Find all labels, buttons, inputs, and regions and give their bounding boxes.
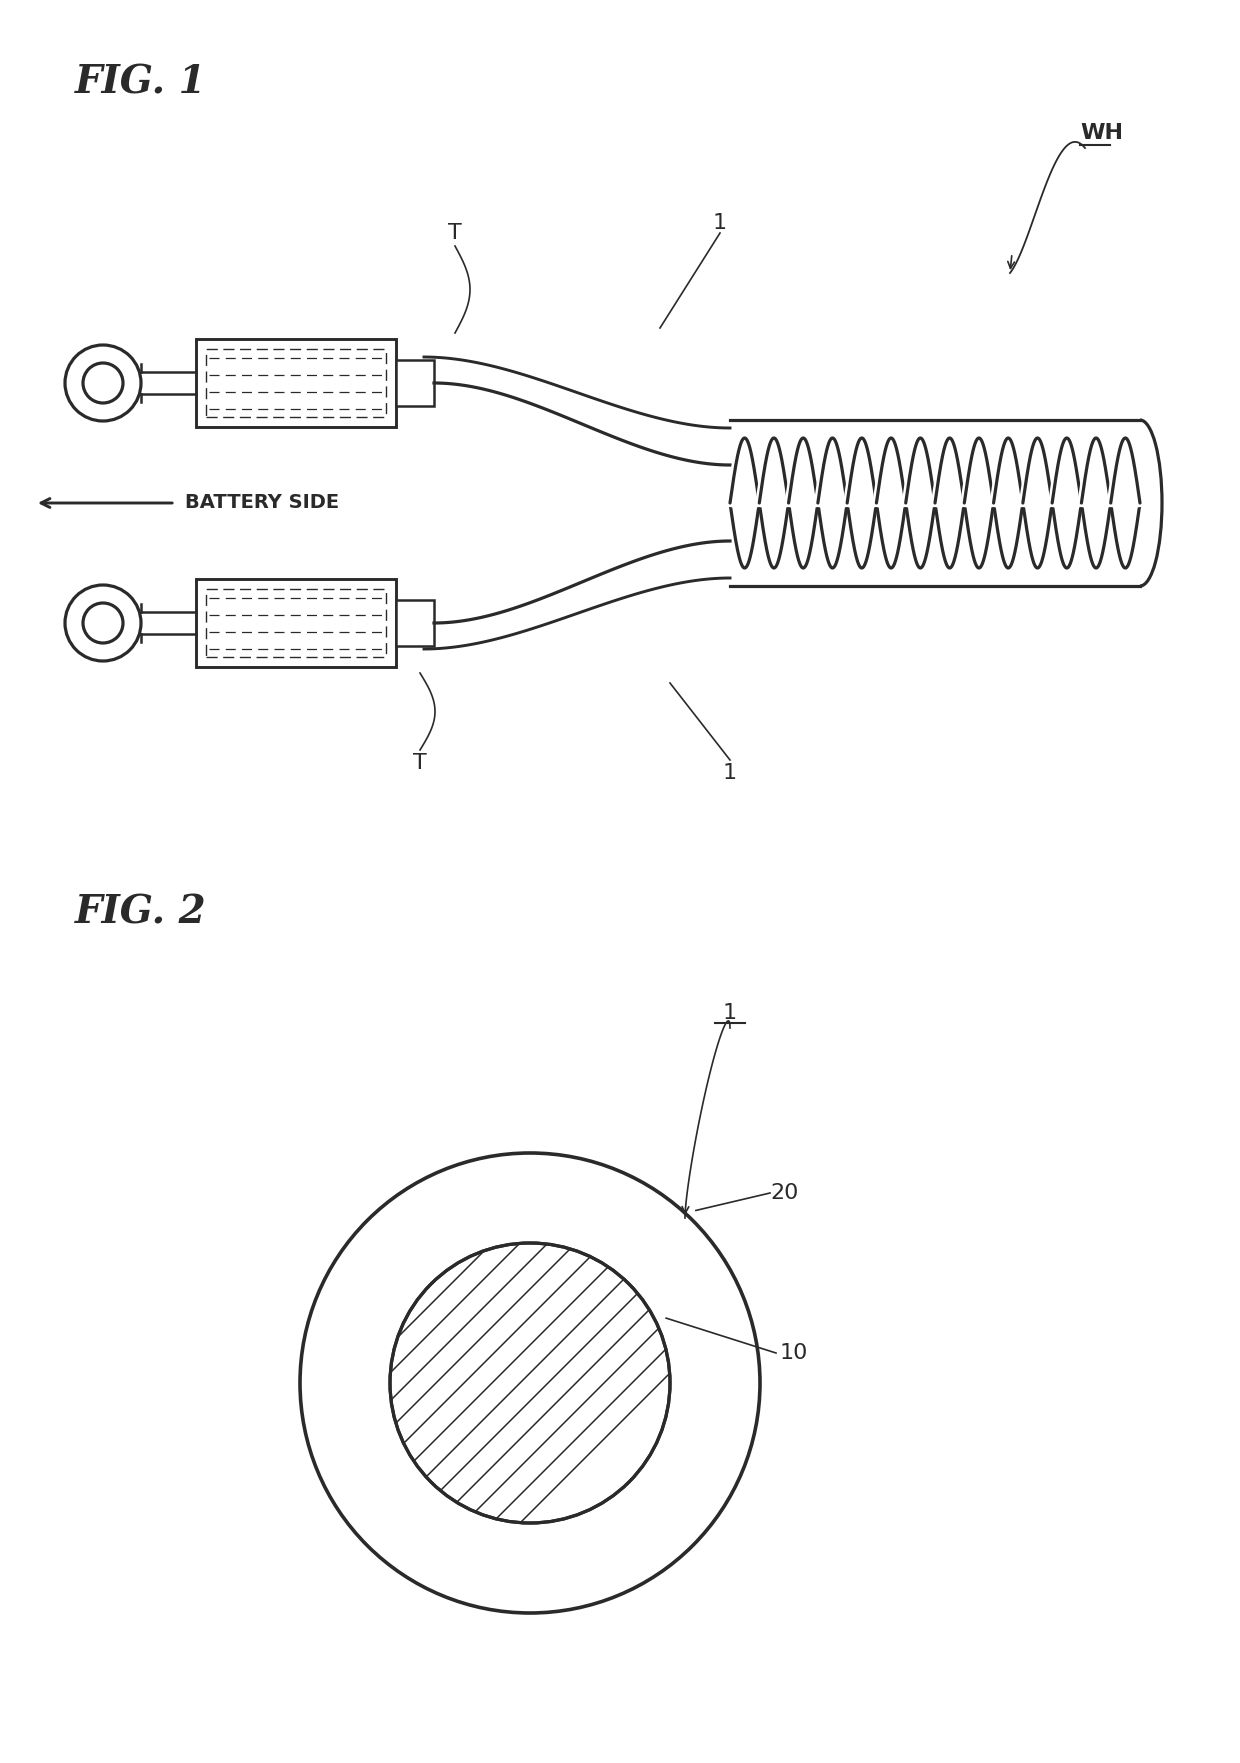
Text: 1: 1 [723,1003,737,1023]
Bar [396,599,434,645]
Bar [196,578,396,666]
Text: T: T [413,753,427,772]
Bar [196,338,396,427]
Text: FIG. 2: FIG. 2 [74,894,207,931]
Text: WH: WH [1080,123,1123,143]
Text: BATTERY SIDE: BATTERY SIDE [185,494,339,513]
Bar [206,349,386,418]
Bar [396,360,434,405]
Text: 1: 1 [723,763,737,783]
Bar [206,589,386,658]
Text: 20: 20 [770,1183,799,1202]
Circle shape [391,1243,670,1523]
Text: 10: 10 [780,1343,808,1363]
Circle shape [300,1153,760,1613]
Text: T: T [448,222,461,243]
Text: 1: 1 [713,213,727,233]
Text: FIG. 1: FIG. 1 [74,63,207,100]
